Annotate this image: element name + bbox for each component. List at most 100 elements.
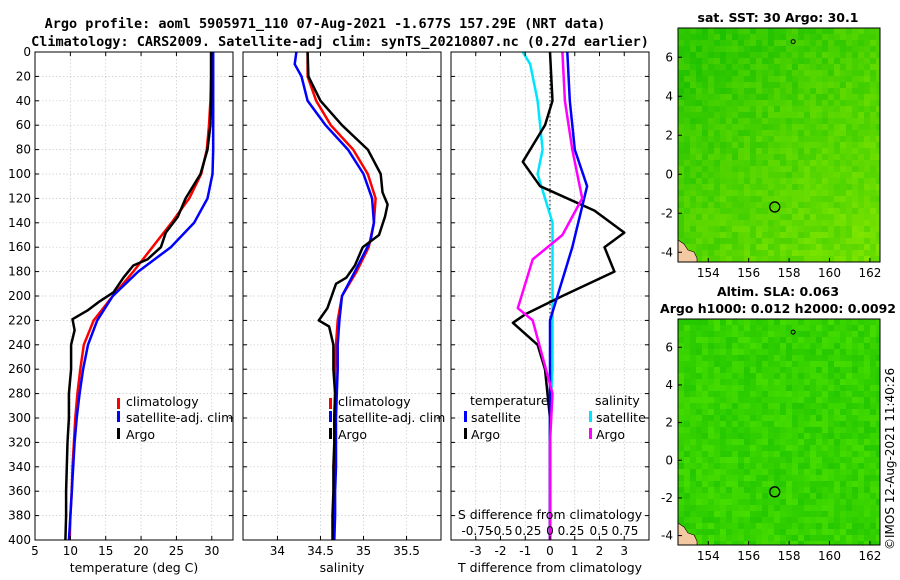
map-cell (744, 511, 751, 518)
map-cell (738, 220, 745, 227)
map-cell (876, 118, 881, 125)
map-cell (864, 100, 871, 107)
map-cell (702, 385, 709, 392)
map-cell (870, 100, 877, 107)
map-cell (780, 391, 787, 398)
map-cell (876, 331, 881, 338)
map-cell (852, 46, 859, 53)
map-cell (744, 355, 751, 362)
map-cell (762, 28, 769, 35)
map-cell (870, 493, 877, 500)
map-cell (828, 166, 835, 173)
map-cell (762, 457, 769, 464)
temperature-panel: 0204060801001201401601802002202402602803… (8, 45, 234, 575)
map-cell (684, 367, 691, 374)
map-cell (702, 421, 709, 428)
map-cell (738, 34, 745, 41)
map-cell (804, 40, 811, 47)
map-cell (768, 28, 775, 35)
salinity-diff-tick-label: 0.25 (515, 524, 542, 538)
map-cell (756, 505, 763, 512)
map-cell (798, 475, 805, 482)
map-cell (708, 52, 715, 59)
map-cell (690, 112, 697, 119)
map-cell (864, 385, 871, 392)
salinity-diff-tick-label: 0.5 (589, 524, 608, 538)
map-cell (708, 337, 715, 344)
map-cell (750, 178, 757, 185)
map-cell (726, 40, 733, 47)
map-cell (822, 166, 829, 173)
map-cell (750, 58, 757, 65)
map-cell (738, 499, 745, 506)
map-cell (684, 361, 691, 368)
map-cell (852, 190, 859, 197)
map-cell (780, 190, 787, 197)
map-cell (684, 517, 691, 524)
map-cell (846, 403, 853, 410)
map-cell (780, 517, 787, 524)
map-cell (834, 160, 841, 167)
map-cell (726, 190, 733, 197)
map-cell (780, 325, 787, 332)
map-cell (804, 178, 811, 185)
map-cell (828, 385, 835, 392)
map-cell (720, 397, 727, 404)
map-cell (774, 106, 781, 113)
map-cell (702, 391, 709, 398)
map-cell (834, 499, 841, 506)
map-cell (804, 184, 811, 191)
map-cell (720, 319, 727, 326)
map-cell (708, 124, 715, 131)
map-cell (786, 124, 793, 131)
legend-label-satellite: satellite-adj. clim (338, 410, 445, 425)
map-cell (690, 196, 697, 203)
map-cell (732, 481, 739, 488)
map-cell (732, 154, 739, 161)
y-tick-label: 160 (8, 240, 31, 254)
map-cell (828, 28, 835, 35)
map-cell (780, 535, 787, 542)
map-cell (864, 160, 871, 167)
map-cell (858, 100, 865, 107)
map-cell (714, 64, 721, 71)
map-cell (810, 148, 817, 155)
map-cell (804, 142, 811, 149)
map-cell (822, 76, 829, 83)
map-cell (720, 349, 727, 356)
map-cell (828, 475, 835, 482)
map-cell (756, 343, 763, 350)
map-cell (720, 88, 727, 95)
map-x-tick-label: 162 (858, 266, 881, 280)
map-cell (756, 94, 763, 101)
map-cell (702, 511, 709, 518)
map-cell (768, 220, 775, 227)
map-cell (690, 451, 697, 458)
map-cell (822, 64, 829, 71)
map-cell (810, 487, 817, 494)
map-cell (750, 325, 757, 332)
map-cell (834, 493, 841, 500)
y-tick-label: 200 (8, 289, 31, 303)
map-cell (822, 184, 829, 191)
map-cell (690, 70, 697, 77)
map-cell (798, 541, 805, 546)
map-cell (846, 130, 853, 137)
map-cell (840, 154, 847, 161)
map-cell (696, 82, 703, 89)
map-cell (702, 367, 709, 374)
map-cell (870, 94, 877, 101)
map-cell (816, 202, 823, 209)
map-cell (780, 118, 787, 125)
map-cell (756, 493, 763, 500)
map-cell (846, 142, 853, 149)
map-cell (816, 499, 823, 506)
map-cell (780, 226, 787, 233)
map-cell (726, 214, 733, 221)
map-cell (708, 409, 715, 416)
map-cell (876, 34, 881, 41)
map-cell (714, 511, 721, 518)
map-cell (786, 463, 793, 470)
map-cell (786, 232, 793, 239)
map-cell (846, 124, 853, 131)
